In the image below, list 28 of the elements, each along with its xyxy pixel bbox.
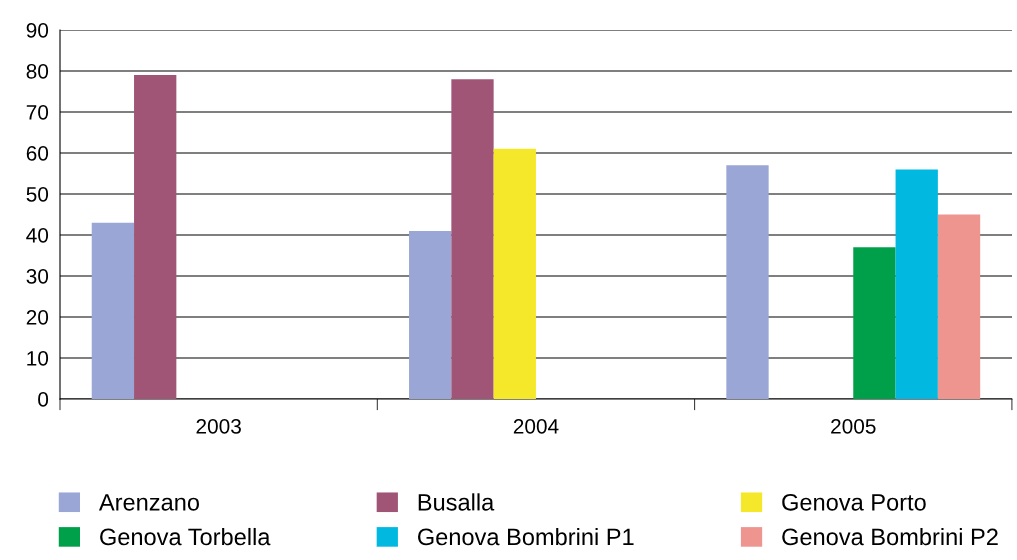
y-tick-label: 40 bbox=[26, 227, 49, 243]
y-tick-label: 10 bbox=[27, 351, 49, 366]
y-tick-label: 60 bbox=[26, 145, 49, 161]
x-tick-label: 2004 bbox=[513, 418, 559, 434]
legend-label: Genova Bombrini P1 bbox=[418, 527, 634, 546]
bar bbox=[409, 230, 452, 399]
x-tick-label: 2005 bbox=[831, 418, 876, 434]
bar bbox=[937, 214, 981, 399]
bar bbox=[726, 165, 769, 399]
legend-label: Busalla bbox=[418, 493, 495, 511]
bar bbox=[853, 247, 896, 399]
bar bbox=[493, 148, 536, 399]
bar bbox=[91, 222, 135, 399]
legend-label: Genova Bombrini P2 bbox=[782, 527, 998, 546]
y-tick-label: 90 bbox=[26, 22, 49, 38]
y-tick-label: 30 bbox=[26, 268, 49, 284]
bar bbox=[895, 169, 938, 399]
y-tick-label: 70 bbox=[26, 104, 49, 120]
bar bbox=[451, 79, 494, 399]
y-tick-label: 0 bbox=[38, 392, 49, 407]
legend-label: Genova Porto bbox=[782, 493, 926, 511]
legend-label: Genova Torbella bbox=[100, 527, 271, 546]
bar bbox=[134, 75, 177, 399]
legend-label: Arenzano bbox=[98, 494, 199, 511]
y-tick-label: 20 bbox=[26, 309, 49, 325]
y-tick-label: 50 bbox=[26, 186, 49, 202]
y-tick-label: 80 bbox=[26, 63, 49, 79]
x-tick-label: 2003 bbox=[196, 418, 241, 434]
